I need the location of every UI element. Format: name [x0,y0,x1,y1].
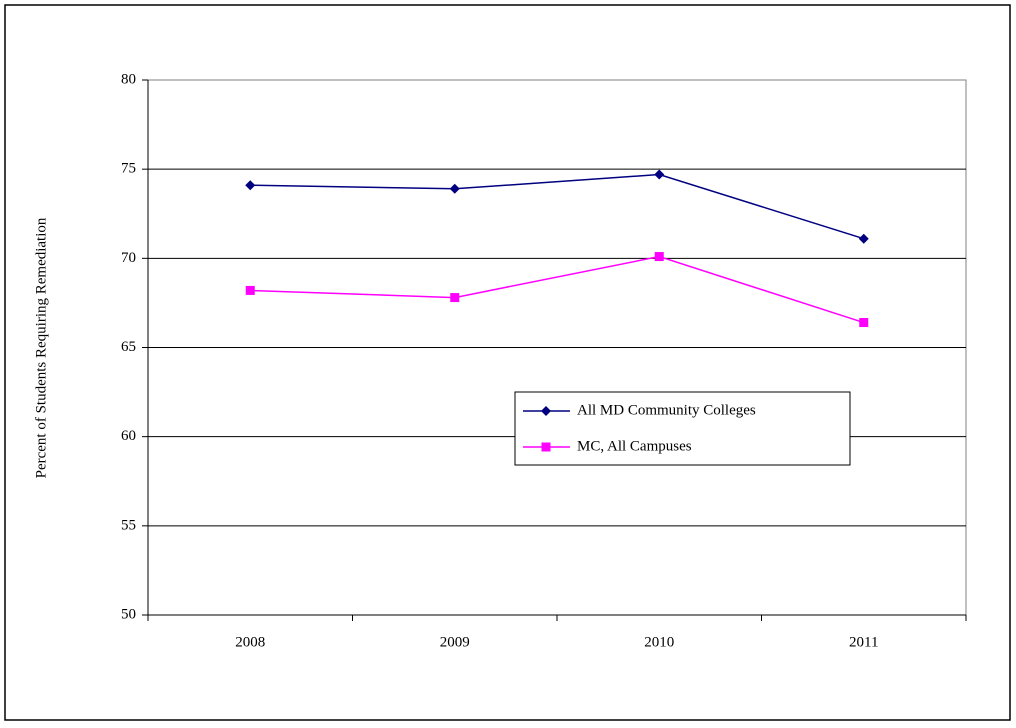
chart-border [4,4,1011,721]
marker [859,318,869,328]
marker [654,169,665,180]
y-tick-label: 70 [121,250,136,266]
series-line [250,173,864,240]
marker [541,442,551,452]
marker [541,406,551,416]
marker [450,293,460,303]
y-axis-label: Percent of Students Requiring Remediatio… [33,217,49,478]
series-line [250,255,864,324]
x-tick-label: 2011 [849,634,878,650]
marker [654,252,664,262]
legend-label: MC, All Campuses [577,438,692,454]
legend-label: All MD Community Colleges [577,402,756,418]
marker [858,233,869,244]
y-tick-label: 80 [121,71,136,87]
x-tick-label: 2008 [235,634,265,650]
legend-box [514,391,851,466]
x-tick-label: 2009 [440,634,470,650]
y-tick-label: 60 [121,428,136,444]
y-tick-label: 50 [121,606,136,622]
x-tick-label: 2010 [644,634,674,650]
y-tick-label: 75 [121,161,136,177]
y-tick-label: 55 [121,517,136,533]
marker [245,285,255,295]
y-tick-label: 65 [121,339,136,355]
marker [245,180,256,191]
marker [449,183,460,194]
